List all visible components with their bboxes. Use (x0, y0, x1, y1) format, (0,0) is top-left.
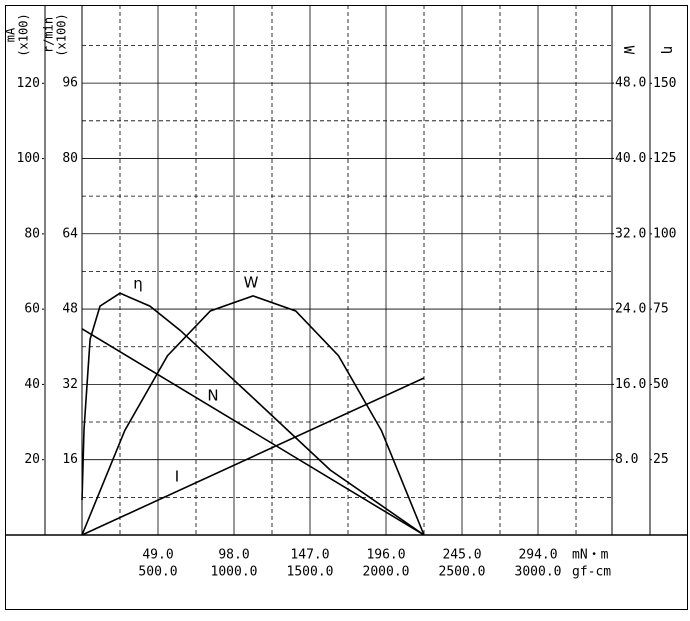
y-tick-label: 125 (653, 151, 676, 166)
y-tick-label: 120 (17, 76, 40, 91)
x2-tick-label: 1500.0 (287, 565, 334, 580)
y-tick-label: 24.0 (615, 302, 646, 317)
x2-tick-label: 500.0 (138, 565, 177, 580)
axis-label: η (660, 46, 676, 54)
series-line (81, 295, 425, 536)
x-tick-label: 147.0 (290, 548, 329, 563)
axis-sublabel: (x100) (17, 13, 31, 56)
x-tick-label: 49.0 (142, 548, 173, 563)
x-unit: mN・m (572, 548, 609, 563)
y-tick-label: 25 (653, 452, 669, 467)
y-tick-label: 100 (653, 226, 676, 241)
y-tick-label: 50 (653, 377, 669, 392)
x2-tick-label: 3000.0 (515, 565, 562, 580)
x2-tick-label: 2500.0 (439, 565, 486, 580)
axis-sublabel: (x100) (55, 13, 69, 56)
x2-tick-label: 2000.0 (363, 565, 410, 580)
y-tick-label: 16.0 (615, 377, 646, 392)
y-tick-label: 60 (24, 302, 40, 317)
y-tick-label: 40 (24, 377, 40, 392)
y-tick-label: 80 (24, 226, 40, 241)
y-tick-label: 96 (62, 76, 78, 91)
y-tick-label: 64 (62, 226, 78, 241)
series-label: η (133, 275, 143, 293)
y-tick-label: 150 (653, 76, 676, 91)
series-line (81, 328, 425, 536)
y-tick-label: 100 (17, 151, 40, 166)
axis-label: W (620, 46, 636, 55)
y-tick-label: 48 (62, 302, 78, 317)
y-tick-label: 40.0 (615, 151, 646, 166)
x-tick-label: 245.0 (442, 548, 481, 563)
x-tick-label: 98.0 (218, 548, 249, 563)
y-tick-label: 80 (62, 151, 78, 166)
y-tick-label: 75 (653, 302, 669, 317)
y-tick-label: 32 (62, 377, 78, 392)
series-line (81, 292, 425, 536)
y-tick-label: 48.0 (615, 76, 646, 91)
axis-label: mA (4, 27, 18, 42)
y-tick-label: 16 (62, 452, 78, 467)
series-line (81, 377, 425, 536)
axis-label: r/min (42, 17, 56, 53)
frame (5, 5, 688, 610)
series-label: I (175, 468, 179, 486)
y-tick-label: 20 (24, 452, 40, 467)
x-tick-label: 294.0 (518, 548, 557, 563)
x2-unit: gf-cm (572, 565, 611, 580)
series-label: N (207, 387, 218, 405)
x2-tick-label: 1000.0 (211, 565, 258, 580)
y-tick-label: 32.0 (615, 226, 646, 241)
series-label: W (244, 274, 259, 292)
x-tick-label: 196.0 (366, 548, 405, 563)
y-tick-label: 8.0 (615, 452, 638, 467)
